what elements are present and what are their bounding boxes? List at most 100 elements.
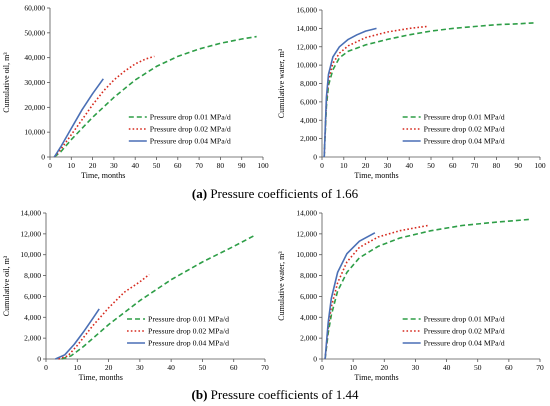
x-tick-label: 60: [449, 161, 457, 170]
x-tick-label: 10: [74, 363, 82, 372]
y-tick-label: 6,000: [300, 292, 317, 301]
chart-water-166: 0 10 20 30 40 50 60 70 80 90 100 0 2,000 4,000 6,000 8,…: [277, 6, 546, 181]
x-tick-label: 30: [412, 363, 420, 372]
x-tick-label: 20: [105, 363, 113, 372]
x-tick-label: 40: [131, 161, 139, 170]
x-tick-label: 30: [110, 161, 118, 170]
y-tick-label: 8,000: [24, 271, 41, 280]
x-tick-label: 10: [349, 363, 357, 372]
x-tick-label: 10: [68, 161, 76, 170]
caption-b: (b) Pressure coefficients of 1.44: [0, 387, 550, 403]
x-tick-label: 30: [384, 161, 392, 170]
legend-label: Pressure drop 0.01 MPa/d: [424, 315, 505, 324]
x-axis-title: Time, months: [354, 373, 398, 382]
x-tick-label: 50: [474, 363, 482, 372]
caption-b-text: Pressure coefficients of 1.44: [210, 387, 359, 402]
y-tick-label: 4,000: [300, 313, 317, 322]
y-tick-label: 0: [313, 153, 317, 162]
legend-label: Pressure drop 0.02 MPa/d: [424, 327, 505, 336]
x-tick-label: 30: [136, 363, 144, 372]
legend-label: Pressure drop 0.04 MPa/d: [150, 137, 231, 146]
chart-oil-144: 0 10 20 30 40 50 60 70 0 2,000 4,000 6,000 8,000 10,0…: [2, 209, 269, 383]
y-axis-title: Cumulative water, m³: [277, 251, 286, 321]
x-tick-label: 40: [405, 161, 413, 170]
caption-a-tag: (a): [191, 186, 208, 201]
x-tick-label: 60: [230, 363, 238, 372]
x-tick-label: 70: [195, 161, 203, 170]
x-tick-label: 100: [534, 161, 546, 170]
y-tick-label: 20,000: [24, 103, 45, 112]
series-line-004: [323, 27, 377, 158]
series-line-001: [324, 218, 531, 360]
y-tick-label: 4,000: [24, 313, 41, 322]
y-tick-label: 10,000: [24, 128, 45, 137]
x-tick-label: 70: [536, 363, 544, 372]
y-tick-label: 14,000: [296, 24, 317, 33]
y-axis-title: Cumulative oil, m³: [2, 52, 11, 113]
y-tick-label: 12,000: [296, 229, 317, 238]
y-tick-label: 30,000: [24, 78, 45, 87]
legend-label: Pressure drop 0.01 MPa/d: [150, 113, 231, 122]
series-line-004: [53, 78, 104, 158]
y-tick-label: 50,000: [24, 28, 45, 37]
series-line-004: [55, 308, 100, 360]
y-tick-label: 6,000: [300, 97, 317, 106]
x-tick-label: 0: [320, 363, 324, 372]
y-tick-label: 10,000: [296, 61, 317, 70]
legend-label: Pressure drop 0.02 MPa/d: [424, 125, 505, 134]
legend-label: Pressure drop 0.04 MPa/d: [424, 137, 505, 146]
x-tick-label: 60: [505, 363, 513, 372]
x-tick-label: 70: [471, 161, 479, 170]
y-tick-label: 2,000: [300, 334, 317, 343]
legend-label: Pressure drop 0.02 MPa/d: [150, 125, 231, 134]
x-tick-label: 80: [217, 161, 225, 170]
series-line-001: [323, 22, 534, 158]
y-tick-label: 2,000: [24, 334, 41, 343]
series-line-004: [324, 232, 376, 360]
series-line-002: [53, 55, 155, 158]
y-tick-label: 40,000: [24, 53, 45, 62]
chart-water-144: 0 10 20 30 40 50 60 70 0 2,000 4,000 6,000 8,000 10,0…: [277, 209, 544, 383]
y-tick-label: 12,000: [296, 42, 317, 51]
y-tick-label: 2,000: [300, 134, 317, 143]
y-tick-label: 8,000: [300, 79, 317, 88]
x-tick-label: 90: [238, 161, 246, 170]
x-tick-label: 100: [257, 161, 269, 170]
x-tick-label: 40: [443, 363, 451, 372]
x-tick-label: 20: [381, 363, 389, 372]
x-axis-title: Time, months: [79, 373, 123, 382]
series-line-001: [61, 234, 256, 360]
x-tick-label: 20: [89, 161, 97, 170]
x-tick-label: 0: [44, 363, 48, 372]
x-tick-label: 0: [48, 161, 52, 170]
legend-label: Pressure drop 0.04 MPa/d: [148, 339, 229, 348]
x-tick-label: 60: [174, 161, 182, 170]
caption-b-tag: (b): [191, 387, 208, 402]
legend-label: Pressure drop 0.02 MPa/d: [148, 327, 229, 336]
x-axis-title: Time, months: [81, 171, 125, 180]
legend-label: Pressure drop 0.04 MPa/d: [424, 339, 505, 348]
x-axis-title: Time, months: [354, 171, 398, 180]
x-tick-label: 90: [514, 161, 522, 170]
caption-a-text: Pressure coefficients of 1.66: [210, 186, 359, 201]
x-tick-label: 50: [427, 161, 435, 170]
y-tick-label: 8,000: [300, 271, 317, 280]
y-tick-label: 14,000: [296, 209, 317, 218]
y-axis-title: Cumulative oil, m³: [2, 255, 11, 316]
x-tick-label: 70: [261, 363, 269, 372]
y-tick-label: 0: [313, 355, 317, 364]
y-tick-label: 10,000: [296, 250, 317, 259]
x-tick-label: 0: [320, 161, 324, 170]
series-line-001: [53, 35, 257, 158]
x-tick-label: 50: [199, 363, 207, 372]
y-tick-label: 14,000: [20, 209, 41, 218]
x-tick-label: 50: [153, 161, 161, 170]
series-line-002: [324, 224, 429, 360]
y-tick-label: 0: [41, 153, 45, 162]
x-tick-label: 10: [340, 161, 348, 170]
y-tick-label: 4,000: [300, 116, 317, 125]
y-tick-label: 12,000: [20, 229, 41, 238]
y-tick-label: 16,000: [296, 6, 317, 15]
y-tick-label: 6,000: [24, 292, 41, 301]
x-tick-label: 80: [493, 161, 501, 170]
